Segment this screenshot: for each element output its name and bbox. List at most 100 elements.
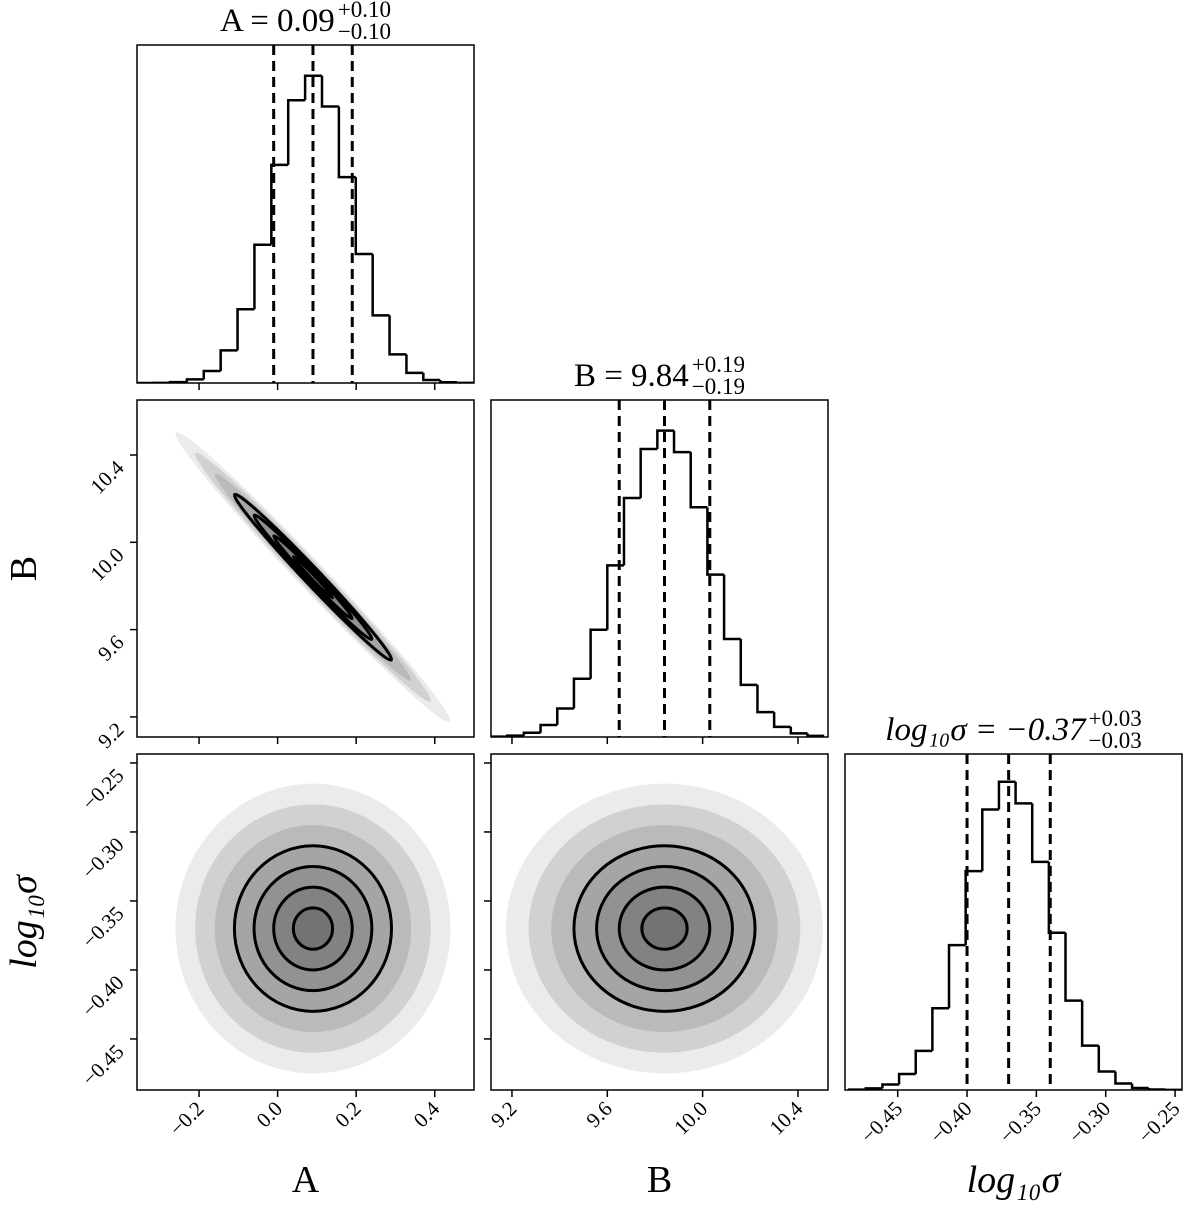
histogram-bin <box>656 429 675 450</box>
contour-line <box>252 513 374 641</box>
histogram-bin <box>539 723 558 733</box>
plot-area <box>506 783 823 1074</box>
x-tick-label: 0.0 <box>252 1097 288 1133</box>
histogram-bin <box>270 163 289 245</box>
panel-frame <box>136 399 475 738</box>
density-region <box>551 825 778 1033</box>
histogram-bin <box>1080 1000 1099 1047</box>
histogram-bin <box>522 731 541 736</box>
density-region <box>234 845 392 1012</box>
histogram-bin <box>947 943 966 1009</box>
histogram-bin <box>303 74 322 101</box>
title-upper: +0.19 <box>692 352 745 377</box>
histogram-bin <box>914 1049 933 1074</box>
x-tick-label: 9.2 <box>486 1097 522 1133</box>
plot-area <box>137 45 474 383</box>
density-region <box>596 866 733 991</box>
density-region <box>175 432 451 723</box>
title-lower: −0.10 <box>338 19 391 44</box>
title-lower: −0.03 <box>1088 728 1141 753</box>
x-tick-label: 9.6 <box>581 1097 617 1133</box>
histogram-bin <box>320 75 339 108</box>
y-tick-label: 9.2 <box>93 717 129 753</box>
histogram-bin <box>864 1087 883 1090</box>
y-tick-label: 10.0 <box>86 543 129 586</box>
x-tick-label: 10.4 <box>765 1096 808 1139</box>
panel-frame <box>490 399 829 738</box>
plot-area <box>847 754 1182 1090</box>
histogram-bin <box>253 243 272 310</box>
panel: log₁₀σ = −0.37 +0.03−0.03−0.45 −0.40 −0.35−… <box>844 706 1185 1201</box>
histogram-bin <box>881 1083 900 1089</box>
density-region <box>195 804 431 1053</box>
x-tick-label: −0.35 <box>995 1097 1046 1148</box>
density-region <box>293 556 333 598</box>
histogram-bin <box>1147 1087 1166 1090</box>
x-tick-label: −0.40 <box>925 1097 976 1148</box>
contour-line <box>595 864 734 993</box>
y-tick-label: −0.25 <box>77 764 128 815</box>
histogram-bin <box>606 564 624 630</box>
histogram-bin <box>789 726 808 735</box>
contour-line <box>617 885 712 972</box>
density-region <box>619 887 710 970</box>
y-tick-label: 9.6 <box>93 630 129 666</box>
contour-line <box>572 844 757 1013</box>
panel-title: B = 9.84 <box>574 358 689 394</box>
x-axis-label: A <box>292 1159 320 1201</box>
panel-title: A = 0.09 <box>220 3 335 39</box>
title-upper: +0.03 <box>1088 706 1141 731</box>
x-tick-label: −0.45 <box>856 1097 907 1148</box>
histogram-bin <box>997 780 1016 810</box>
contour-line <box>232 492 394 662</box>
contour-line <box>232 844 394 1013</box>
histogram-bin <box>354 177 373 256</box>
y-tick-label: −0.40 <box>77 971 128 1022</box>
density-region <box>214 825 412 1033</box>
panel-frame <box>136 753 475 1091</box>
histogram-bin <box>1097 1045 1116 1073</box>
density-region <box>573 845 756 1012</box>
panel: 9.2 9.6 10.0 10.4 B <box>3 399 475 753</box>
y-axis-label: log₁₀σ <box>3 874 45 969</box>
histogram-bin <box>1114 1071 1133 1085</box>
panel: B = 9.84 +0.19−0.19 <box>490 352 829 744</box>
x-tick-label: −0.2 <box>165 1097 209 1141</box>
histogram-bin <box>639 447 658 499</box>
y-tick-label: −0.30 <box>77 833 128 884</box>
density-region <box>641 907 688 950</box>
histogram-bin <box>756 684 775 714</box>
panel: 9.2 9.6 10.0 10.4 B <box>484 753 829 1201</box>
histogram-bin <box>931 1007 950 1051</box>
histogram-bin <box>202 369 221 380</box>
y-axis-label: B <box>3 556 45 581</box>
y-tick-label: −0.45 <box>77 1040 128 1091</box>
histogram-bin <box>706 507 725 576</box>
histogram-bin <box>337 106 356 179</box>
density-region <box>506 783 823 1074</box>
histogram-bin <box>622 496 641 566</box>
histogram-bin <box>185 378 204 383</box>
y-tick-label: 10.4 <box>86 455 129 498</box>
histogram-bin <box>1064 932 1083 1002</box>
histogram-bin <box>806 733 825 737</box>
x-axis-label: B <box>647 1159 672 1201</box>
plot-area <box>175 432 451 723</box>
contour-line <box>272 534 354 621</box>
histogram-bin <box>672 430 691 454</box>
histogram-bin <box>772 712 791 729</box>
contour-line <box>252 864 374 993</box>
panel-frame <box>136 44 475 384</box>
contour-line <box>291 554 335 600</box>
histogram-bin <box>371 253 390 317</box>
histogram-bin <box>388 315 407 356</box>
histogram-bin <box>739 638 758 687</box>
contour-line <box>291 906 335 951</box>
histogram-bin <box>438 379 458 383</box>
panel: A = 0.09 +0.10−0.10 <box>136 0 475 390</box>
x-tick-label: −0.30 <box>1064 1097 1115 1148</box>
histogram-bin <box>1030 803 1049 864</box>
panel-frame <box>490 753 829 1091</box>
plot-area <box>491 400 825 737</box>
